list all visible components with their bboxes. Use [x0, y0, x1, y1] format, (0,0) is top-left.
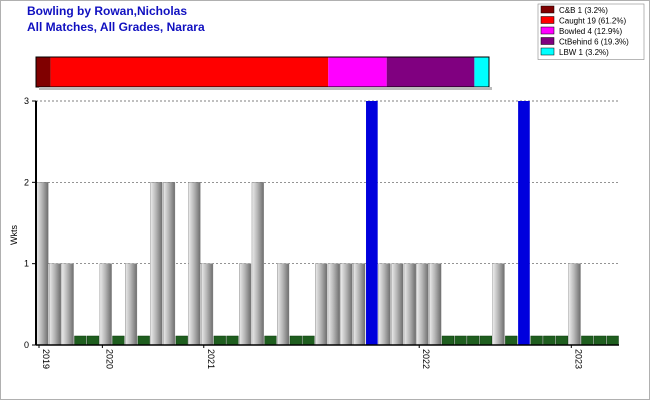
bar	[492, 263, 505, 346]
gridlines	[36, 100, 619, 265]
bar-zero	[74, 335, 87, 346]
stack-segment	[36, 57, 51, 87]
bar-zero	[530, 335, 543, 346]
bar	[391, 263, 404, 346]
bar-zero	[606, 335, 619, 346]
legend-label: Bowled 4 (12.9%)	[559, 27, 622, 36]
axes: 0 1 2 3 2019 2020 2021 2022 2023	[24, 96, 619, 369]
dismissal-stacked-bar	[35, 56, 492, 90]
x-year-label: 2020	[104, 349, 114, 369]
bar-zero	[302, 335, 315, 346]
bar-zero	[505, 335, 518, 346]
bar-highlight	[366, 101, 378, 345]
bar	[568, 263, 581, 346]
bar	[327, 263, 340, 346]
bar	[429, 263, 442, 346]
legend-label: LBW 1 (3.2%)	[559, 48, 609, 57]
legend-swatch	[540, 16, 555, 24]
y-tick-label: 3	[24, 96, 29, 106]
bar	[277, 263, 290, 346]
legend-swatch	[540, 37, 555, 45]
bar	[340, 263, 353, 346]
bar	[150, 182, 163, 346]
bar-zero	[137, 335, 150, 346]
bar	[125, 263, 138, 346]
legend-box	[537, 3, 645, 60]
legend-label: CtBehind 6 (19.3%)	[559, 38, 629, 47]
bar	[315, 263, 328, 346]
stack-shadow	[39, 87, 492, 90]
bar	[378, 263, 391, 346]
stack-segment	[50, 57, 329, 87]
bar-zero	[112, 335, 125, 346]
legend-label: Caught 19 (61.2%)	[559, 17, 626, 26]
bar-zero	[264, 335, 277, 346]
bar-zero	[555, 335, 569, 346]
bar	[61, 263, 74, 346]
legend-label: C&B 1 (3.2%)	[559, 6, 608, 15]
stack-segment	[474, 57, 489, 87]
bar	[403, 263, 416, 346]
x-year-label: 2019	[41, 349, 51, 369]
dismissal-legend: C&B 1 (3.2%) Caught 19 (61.2%)Bowled 4 (1…	[537, 3, 645, 60]
bar-zero	[543, 335, 556, 346]
legend-swatch	[540, 47, 555, 56]
bar	[201, 263, 214, 346]
bar	[48, 263, 62, 346]
chart-title: Bowling by Rowan,Nicholas	[27, 4, 188, 18]
wicket-bars	[36, 101, 619, 346]
x-year-label: 2023	[573, 349, 583, 369]
x-year-label: 2022	[421, 349, 431, 369]
bar-zero	[441, 335, 454, 346]
bar	[239, 263, 252, 346]
bar-zero	[593, 335, 607, 346]
bar	[416, 263, 429, 346]
bar-zero	[479, 335, 492, 346]
chart-subtitle: All Matches, All Grades, Narara	[27, 20, 205, 34]
stack-segment	[386, 57, 475, 87]
y-tick-label: 2	[24, 177, 29, 187]
bar-highlight	[518, 101, 530, 345]
bar	[163, 182, 176, 346]
y-tick-label: 0	[24, 340, 29, 350]
bar	[99, 263, 112, 346]
bar-zero	[86, 335, 100, 346]
y-axis-label: Wkts	[9, 225, 19, 245]
bar-zero	[581, 335, 594, 346]
stack-segment	[328, 57, 387, 87]
legend-swatch	[540, 26, 555, 35]
bar-zero	[454, 335, 467, 346]
x-year-label: 2021	[206, 349, 216, 369]
bar-zero	[213, 335, 226, 346]
legend-swatch	[540, 5, 555, 14]
bar	[36, 182, 49, 346]
bar-zero	[226, 335, 239, 346]
bar-zero	[175, 335, 188, 346]
bar	[251, 182, 264, 346]
bar	[353, 263, 366, 346]
bar	[188, 182, 201, 346]
y-tick-label: 1	[24, 259, 29, 269]
bar-zero	[289, 335, 302, 346]
bar-zero	[467, 335, 480, 346]
